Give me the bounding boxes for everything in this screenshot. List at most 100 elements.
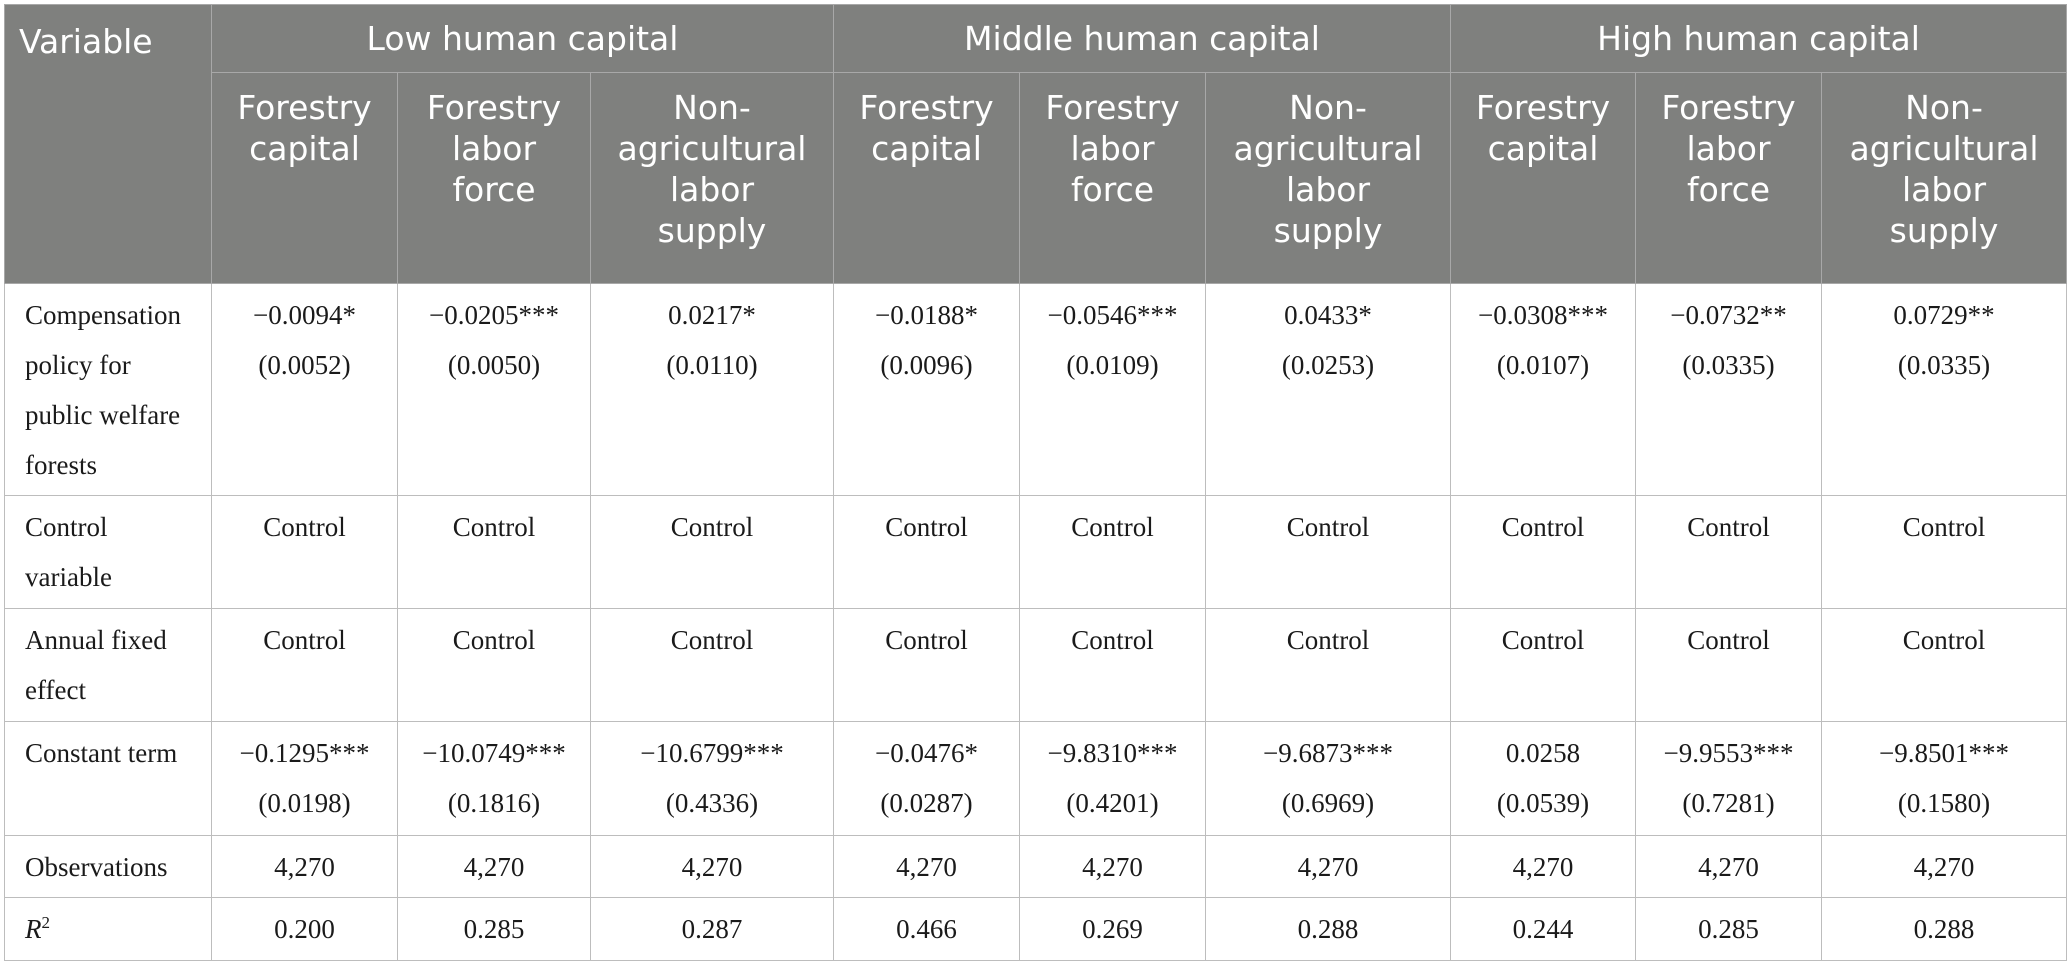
standard-error: (0.0335) [1682,350,1775,380]
coefficient: 4,270 [681,852,743,882]
table-cell: −0.0094* (0.0052) [211,283,398,496]
column-header-line: force [1070,170,1155,209]
standard-error: (0.1816) [447,788,541,818]
coefficient: 0.288 [1913,914,1975,944]
table-row: Annual fixed effect Control Control Control C… [4,608,2068,722]
coefficient: −0.0732** [1670,300,1787,330]
column-header-line: Forestry [1475,88,1611,127]
table-cell: −0.0476* (0.0287) [833,721,1020,836]
coefficient: 4,270 [896,852,957,882]
table-cell: Control [1204,495,1452,609]
coefficient: Control [670,512,754,542]
coefficient: Control [1071,512,1154,542]
table-cell: Control [1821,608,2068,722]
column-header-line: capital [1487,129,1599,168]
coefficient: Control [1071,625,1154,655]
table-cell: −9.9553*** (0.7281) [1635,721,1823,836]
column-header-line: labor [1285,170,1371,209]
column-header-line: Forestry [859,88,994,127]
coefficient: 4,270 [1082,852,1143,882]
table-row: R2 0.200 0.285 0.287 0.466 0.269 0.288 0.244 0.2… [4,897,2068,961]
row-label-line: effect [25,675,86,705]
column-header-line: Non- [1905,88,1983,127]
table-cell: 4,270 [397,835,591,898]
standard-error: (0.0109) [1066,350,1159,380]
coefficient: 0.269 [1082,914,1143,944]
table-cell: Control [1019,608,1206,722]
coefficient: Control [1687,625,1770,655]
coefficient: 0.287 [681,914,743,944]
standard-error: (0.0287) [880,788,973,818]
coefficient: 4,270 [274,852,335,882]
row-label-line: policy for [25,350,131,380]
table-cell: −0.0188* (0.0096) [833,283,1020,496]
coefficient: −10.6799*** [640,738,784,768]
table-cell: 0.0433* (0.0253) [1204,283,1452,496]
table-body: Compensation policy for public welfare fore… [4,283,2068,961]
coefficient: Control [263,625,346,655]
column-header: Forestry labor force [1635,72,1823,284]
coefficient: Control [263,512,346,542]
row-label: Constant term [4,721,212,836]
table-cell: 0.288 [1821,897,2068,961]
variable-column-header: Variable [4,4,212,284]
row-label: Compensation policy for public welfare fore… [4,283,212,496]
table-cell: Control [1450,495,1637,609]
standard-error: (0.0253) [1281,350,1375,380]
coefficient: 0.288 [1297,914,1359,944]
table-cell: 4,270 [1019,835,1206,898]
table-container: Variable Low human capital Middle human c… [4,4,2068,961]
subheader-row: Forestry capital Forestry labor force Non-agr… [5,72,2068,284]
standard-error: (0.0052) [258,350,351,380]
table-header: Variable Low human capital Middle human c… [4,4,2068,284]
standard-error: (0.7281) [1682,788,1775,818]
standard-error: (0.0198) [258,788,351,818]
column-header-line: Non- [673,88,751,127]
table-cell: 4,270 [1204,835,1452,898]
coefficient: Control [1902,625,1986,655]
table-cell: 4,270 [1450,835,1637,898]
column-header-line: agricultural [617,129,807,168]
coefficient: Control [670,625,754,655]
standard-error: (0.0539) [1496,788,1590,818]
column-header: Non-agricultural labor supply [1821,72,2068,284]
coefficient: Control [1501,625,1585,655]
table-cell: Control [211,495,398,609]
table-cell: 0.200 [211,897,398,961]
table-cell: Control [397,608,591,722]
coefficient: Control [452,512,536,542]
table-cell: 4,270 [211,835,398,898]
table-cell: 0.288 [1204,897,1452,961]
coefficient: Control [1286,625,1370,655]
coefficient: −9.8310*** [1047,738,1178,768]
column-header-line: labor [1070,129,1155,168]
table-cell: −9.8310*** (0.4201) [1019,721,1206,836]
regression-results-table: Variable Low human capital Middle human c… [4,4,2068,961]
table-cell: 0.287 [590,897,834,961]
column-header-line: agricultural [1233,129,1423,168]
coefficient: −9.9553*** [1663,738,1794,768]
standard-error: (0.1580) [1897,788,1991,818]
table-cell: 0.0729** (0.0335) [1821,283,2068,496]
table-cell: −10.0749*** (0.1816) [397,721,591,836]
table-cell: −10.6799*** (0.4336) [590,721,834,836]
column-header: Non-agricultural labor supply [590,72,834,284]
column-header-line: force [1686,170,1771,209]
column-header-line: supply [1889,211,1999,250]
table-cell: Control [833,608,1020,722]
row-label-line: Control [25,512,108,542]
table-row: Observations 4,270 4,270 4,270 4,270 4,270 4,2… [4,835,2068,898]
row-label-line: Annual fixed [25,625,167,655]
table-cell: 0.285 [397,897,591,961]
standard-error: (0.6969) [1281,788,1375,818]
table-cell: 4,270 [1635,835,1823,898]
column-header: Forestry capital [833,72,1020,284]
coefficient: −0.0205*** [429,300,559,330]
table-cell: Control [1204,608,1452,722]
coefficient: 0.244 [1512,914,1574,944]
standard-error: (0.0107) [1496,350,1590,380]
standard-error: (0.0096) [880,350,973,380]
column-header-line: capital [249,129,360,168]
column-header: Non-agricultural labor supply [1204,72,1452,284]
table-cell: −9.8501*** (0.1580) [1821,721,2068,836]
